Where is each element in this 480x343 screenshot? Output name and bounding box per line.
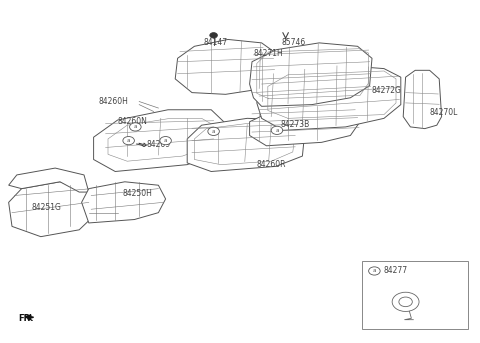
- Circle shape: [130, 123, 141, 131]
- Text: 85746: 85746: [281, 38, 306, 47]
- Text: 84270L: 84270L: [430, 108, 458, 117]
- Polygon shape: [25, 315, 34, 320]
- Text: a: a: [212, 129, 216, 134]
- Polygon shape: [403, 70, 442, 129]
- Text: 84260H: 84260H: [98, 97, 128, 106]
- Text: 84250H: 84250H: [122, 189, 152, 198]
- Polygon shape: [194, 123, 295, 165]
- Text: a: a: [127, 138, 131, 143]
- Polygon shape: [187, 118, 305, 172]
- Polygon shape: [9, 168, 89, 192]
- Polygon shape: [94, 110, 226, 172]
- Polygon shape: [175, 39, 276, 94]
- Text: 84260R: 84260R: [257, 160, 286, 169]
- Circle shape: [392, 292, 419, 311]
- Bar: [362, 261, 468, 329]
- Text: a: a: [372, 269, 376, 273]
- Polygon shape: [108, 118, 214, 161]
- Text: 84272G: 84272G: [372, 86, 402, 95]
- Text: 84277: 84277: [384, 266, 408, 275]
- Polygon shape: [257, 65, 401, 130]
- Text: FR.: FR.: [18, 314, 34, 323]
- Circle shape: [399, 297, 412, 307]
- Circle shape: [369, 267, 380, 275]
- Text: a: a: [164, 138, 168, 143]
- Text: 84269: 84269: [146, 140, 170, 149]
- Polygon shape: [113, 125, 182, 158]
- Polygon shape: [250, 105, 360, 146]
- Text: 84273B: 84273B: [281, 120, 310, 129]
- Circle shape: [123, 137, 134, 145]
- Bar: [112, 124, 185, 157]
- Text: a: a: [275, 128, 279, 133]
- Text: 84260N: 84260N: [118, 117, 147, 126]
- Circle shape: [210, 33, 217, 38]
- Text: 84271H: 84271H: [253, 49, 283, 58]
- Polygon shape: [250, 43, 372, 106]
- Circle shape: [271, 126, 283, 134]
- Circle shape: [208, 127, 219, 135]
- Text: 84147: 84147: [204, 38, 228, 47]
- Circle shape: [160, 137, 171, 145]
- Text: a: a: [133, 125, 137, 129]
- Polygon shape: [113, 129, 178, 153]
- Text: 84251G: 84251G: [31, 203, 61, 212]
- Polygon shape: [9, 182, 94, 237]
- Polygon shape: [82, 182, 166, 223]
